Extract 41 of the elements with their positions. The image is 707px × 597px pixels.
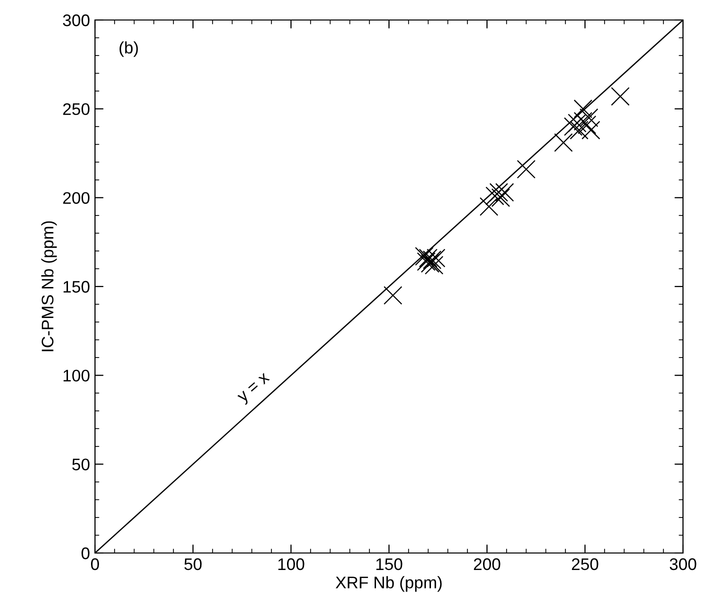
point [495, 182, 514, 202]
point [418, 248, 438, 268]
x-axis-title: XRF Nb (ppm) [336, 576, 442, 592]
y-axis-title: IC-PMS Nb (ppm) [41, 221, 57, 352]
point [414, 246, 434, 266]
point [491, 188, 510, 208]
point [420, 254, 440, 273]
point [578, 115, 596, 134]
point [610, 87, 630, 106]
point [574, 99, 592, 118]
x-tick-label: 200 [474, 558, 500, 570]
x-tick-label: 0 [91, 558, 99, 570]
point [564, 117, 583, 136]
point [554, 133, 573, 152]
y-tick-label: 50 [72, 458, 90, 470]
y-tick-label: 100 [64, 370, 90, 382]
point [486, 186, 504, 206]
annotation: y = x [237, 372, 272, 406]
y-tick-label: 200 [63, 192, 90, 204]
point [570, 120, 588, 140]
point [516, 160, 536, 179]
x-tick-label: 100 [278, 558, 304, 570]
point [384, 286, 402, 305]
annotation: (b) [120, 41, 138, 57]
x-tick-label: 150 [376, 558, 402, 570]
y-tick-label: 300 [62, 14, 90, 26]
x-tick-label: 50 [184, 558, 202, 570]
point [489, 182, 508, 202]
x-tick-label: 300 [670, 558, 696, 570]
y-tick-label: 150 [64, 280, 90, 293]
point [424, 256, 444, 275]
point [480, 197, 498, 216]
y-tick-label: 0 [82, 547, 90, 560]
point [426, 248, 446, 268]
point [580, 108, 598, 128]
point [582, 120, 600, 140]
x-tick-label: 250 [572, 558, 598, 570]
y-tick-label: 250 [63, 103, 90, 116]
point [568, 114, 586, 132]
point [416, 252, 436, 271]
point [422, 250, 442, 270]
